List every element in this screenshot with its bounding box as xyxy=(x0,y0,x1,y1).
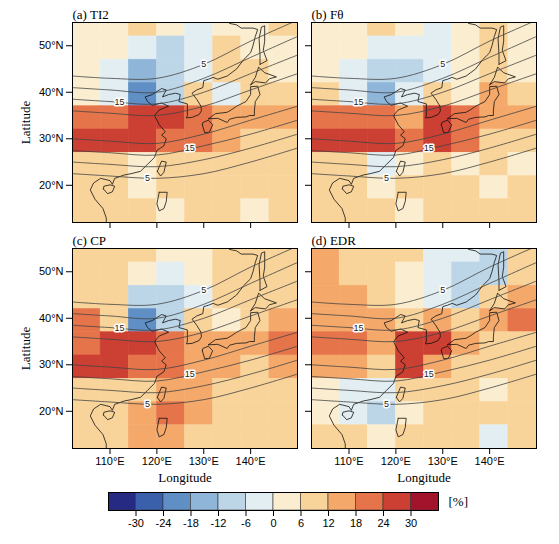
svg-text:20°N: 20°N xyxy=(39,179,64,191)
svg-text:140°E: 140°E xyxy=(236,455,266,467)
svg-text:5: 5 xyxy=(145,173,150,183)
svg-text:40°N: 40°N xyxy=(39,312,64,324)
svg-text:(c) CP: (c) CP xyxy=(73,233,107,248)
svg-text:30°N: 30°N xyxy=(39,132,64,144)
svg-text:30: 30 xyxy=(405,517,417,529)
svg-text:15: 15 xyxy=(424,143,434,153)
svg-text:30°N: 30°N xyxy=(39,358,64,370)
svg-text:-24: -24 xyxy=(156,517,172,529)
svg-text:140°E: 140°E xyxy=(475,455,505,467)
svg-text:5: 5 xyxy=(145,399,150,409)
svg-text:5: 5 xyxy=(440,285,445,295)
svg-text:40°N: 40°N xyxy=(39,86,64,98)
svg-text:Longitude: Longitude xyxy=(158,470,212,485)
svg-text:(d) EDR: (d) EDR xyxy=(312,233,357,248)
svg-text:24: 24 xyxy=(377,517,389,529)
svg-text:5: 5 xyxy=(201,59,206,69)
svg-text:-18: -18 xyxy=(183,517,199,529)
svg-text:15: 15 xyxy=(353,323,363,333)
svg-text:15: 15 xyxy=(353,97,363,107)
svg-text:15: 15 xyxy=(114,97,124,107)
svg-text:20°N: 20°N xyxy=(39,405,64,417)
svg-text:Latitude: Latitude xyxy=(18,101,33,145)
svg-text:5: 5 xyxy=(384,399,389,409)
svg-text:50°N: 50°N xyxy=(39,265,64,277)
svg-text:12: 12 xyxy=(322,517,334,529)
svg-text:110°E: 110°E xyxy=(334,455,363,467)
svg-text:15: 15 xyxy=(185,369,195,379)
svg-text:15: 15 xyxy=(114,323,124,333)
svg-text:5: 5 xyxy=(440,59,445,69)
svg-text:5: 5 xyxy=(384,173,389,183)
svg-text:(a) TI2: (a) TI2 xyxy=(73,7,109,22)
svg-text:130°E: 130°E xyxy=(428,455,458,467)
svg-text:130°E: 130°E xyxy=(189,455,219,467)
svg-text:110°E: 110°E xyxy=(95,455,124,467)
svg-text:120°E: 120°E xyxy=(381,455,411,467)
svg-text:Longitude: Longitude xyxy=(397,470,451,485)
svg-text:-30: -30 xyxy=(128,517,144,529)
svg-text:-6: -6 xyxy=(241,517,251,529)
svg-text:15: 15 xyxy=(424,369,434,379)
svg-text:15: 15 xyxy=(185,143,195,153)
svg-text:0: 0 xyxy=(270,517,276,529)
svg-text:50°N: 50°N xyxy=(39,39,64,51)
svg-text:Latitude: Latitude xyxy=(18,327,33,371)
svg-text:5: 5 xyxy=(201,285,206,295)
svg-text:[%]: [%] xyxy=(449,494,469,509)
svg-text:6: 6 xyxy=(298,517,304,529)
svg-text:18: 18 xyxy=(350,517,362,529)
svg-text:-12: -12 xyxy=(211,517,227,529)
svg-text:120°E: 120°E xyxy=(142,455,172,467)
svg-text:(b) Fθ: (b) Fθ xyxy=(312,7,344,22)
